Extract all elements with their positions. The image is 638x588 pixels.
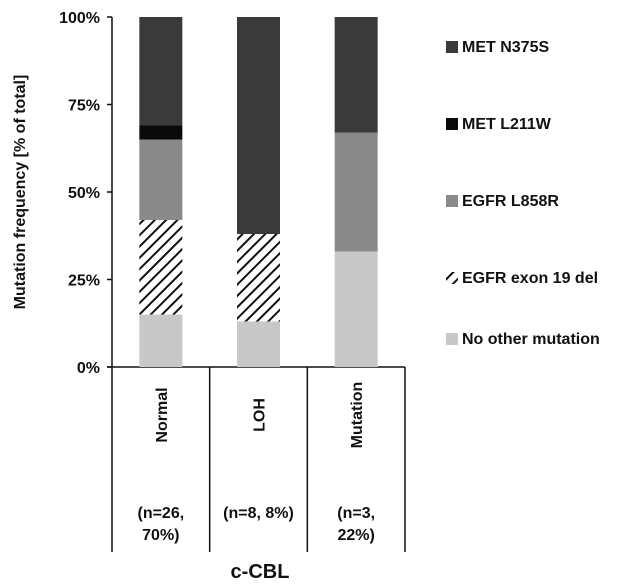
bar-segment xyxy=(334,17,378,133)
legend-swatch xyxy=(446,118,458,130)
legend-label: No other mutation xyxy=(462,331,600,348)
bar-segment xyxy=(139,220,183,315)
y-tick-label: 75% xyxy=(68,98,100,115)
x-axis-title: c-CBL xyxy=(231,561,290,583)
bar-segment xyxy=(334,132,378,252)
y-tick-label: 0% xyxy=(77,360,100,377)
y-tick-label: 25% xyxy=(68,273,100,290)
bar-segment xyxy=(139,139,183,220)
legend-label: MET N375S xyxy=(462,39,549,56)
legend-label: EGFR L858R xyxy=(462,193,559,210)
y-tick-labels: 0% 25% 50% 75% 100% xyxy=(59,10,112,377)
bar-segment xyxy=(139,125,183,140)
legend-swatch xyxy=(446,195,458,207)
bar-segment xyxy=(139,314,183,367)
bar-segment xyxy=(237,234,280,322)
bar-segment xyxy=(334,251,378,367)
category-note: (n=3, xyxy=(337,505,375,522)
category-label: LOH xyxy=(252,398,269,432)
y-axis-title: Mutation frequency [% of total] xyxy=(12,75,29,310)
legend-label: MET L211W xyxy=(462,116,552,133)
y-tick-label: 100% xyxy=(59,10,100,27)
category-note: 70%) xyxy=(142,527,179,544)
category-note: (n=8, 8%) xyxy=(223,505,294,522)
category-label: Mutation xyxy=(349,382,366,449)
bars xyxy=(139,17,378,367)
category-labels: Normal (n=26, 70%) LOH (n=8, 8%) Mutation (n=3… xyxy=(137,382,375,544)
y-tick-label: 50% xyxy=(68,185,100,202)
legend-swatch xyxy=(446,333,458,345)
category-note: 22%) xyxy=(337,527,374,544)
legend-label: EGFR exon 19 del xyxy=(462,270,598,287)
legend-swatch xyxy=(446,41,458,53)
bar-segment xyxy=(237,321,280,367)
legend: MET N375S MET L211W EGFR L858R EGFR exon 19… xyxy=(446,39,600,348)
bar-segment xyxy=(139,17,183,126)
bar-segment xyxy=(237,17,280,234)
category-note: (n=26, xyxy=(137,505,184,522)
category-label: Normal xyxy=(154,387,171,442)
legend-swatch xyxy=(446,272,458,284)
